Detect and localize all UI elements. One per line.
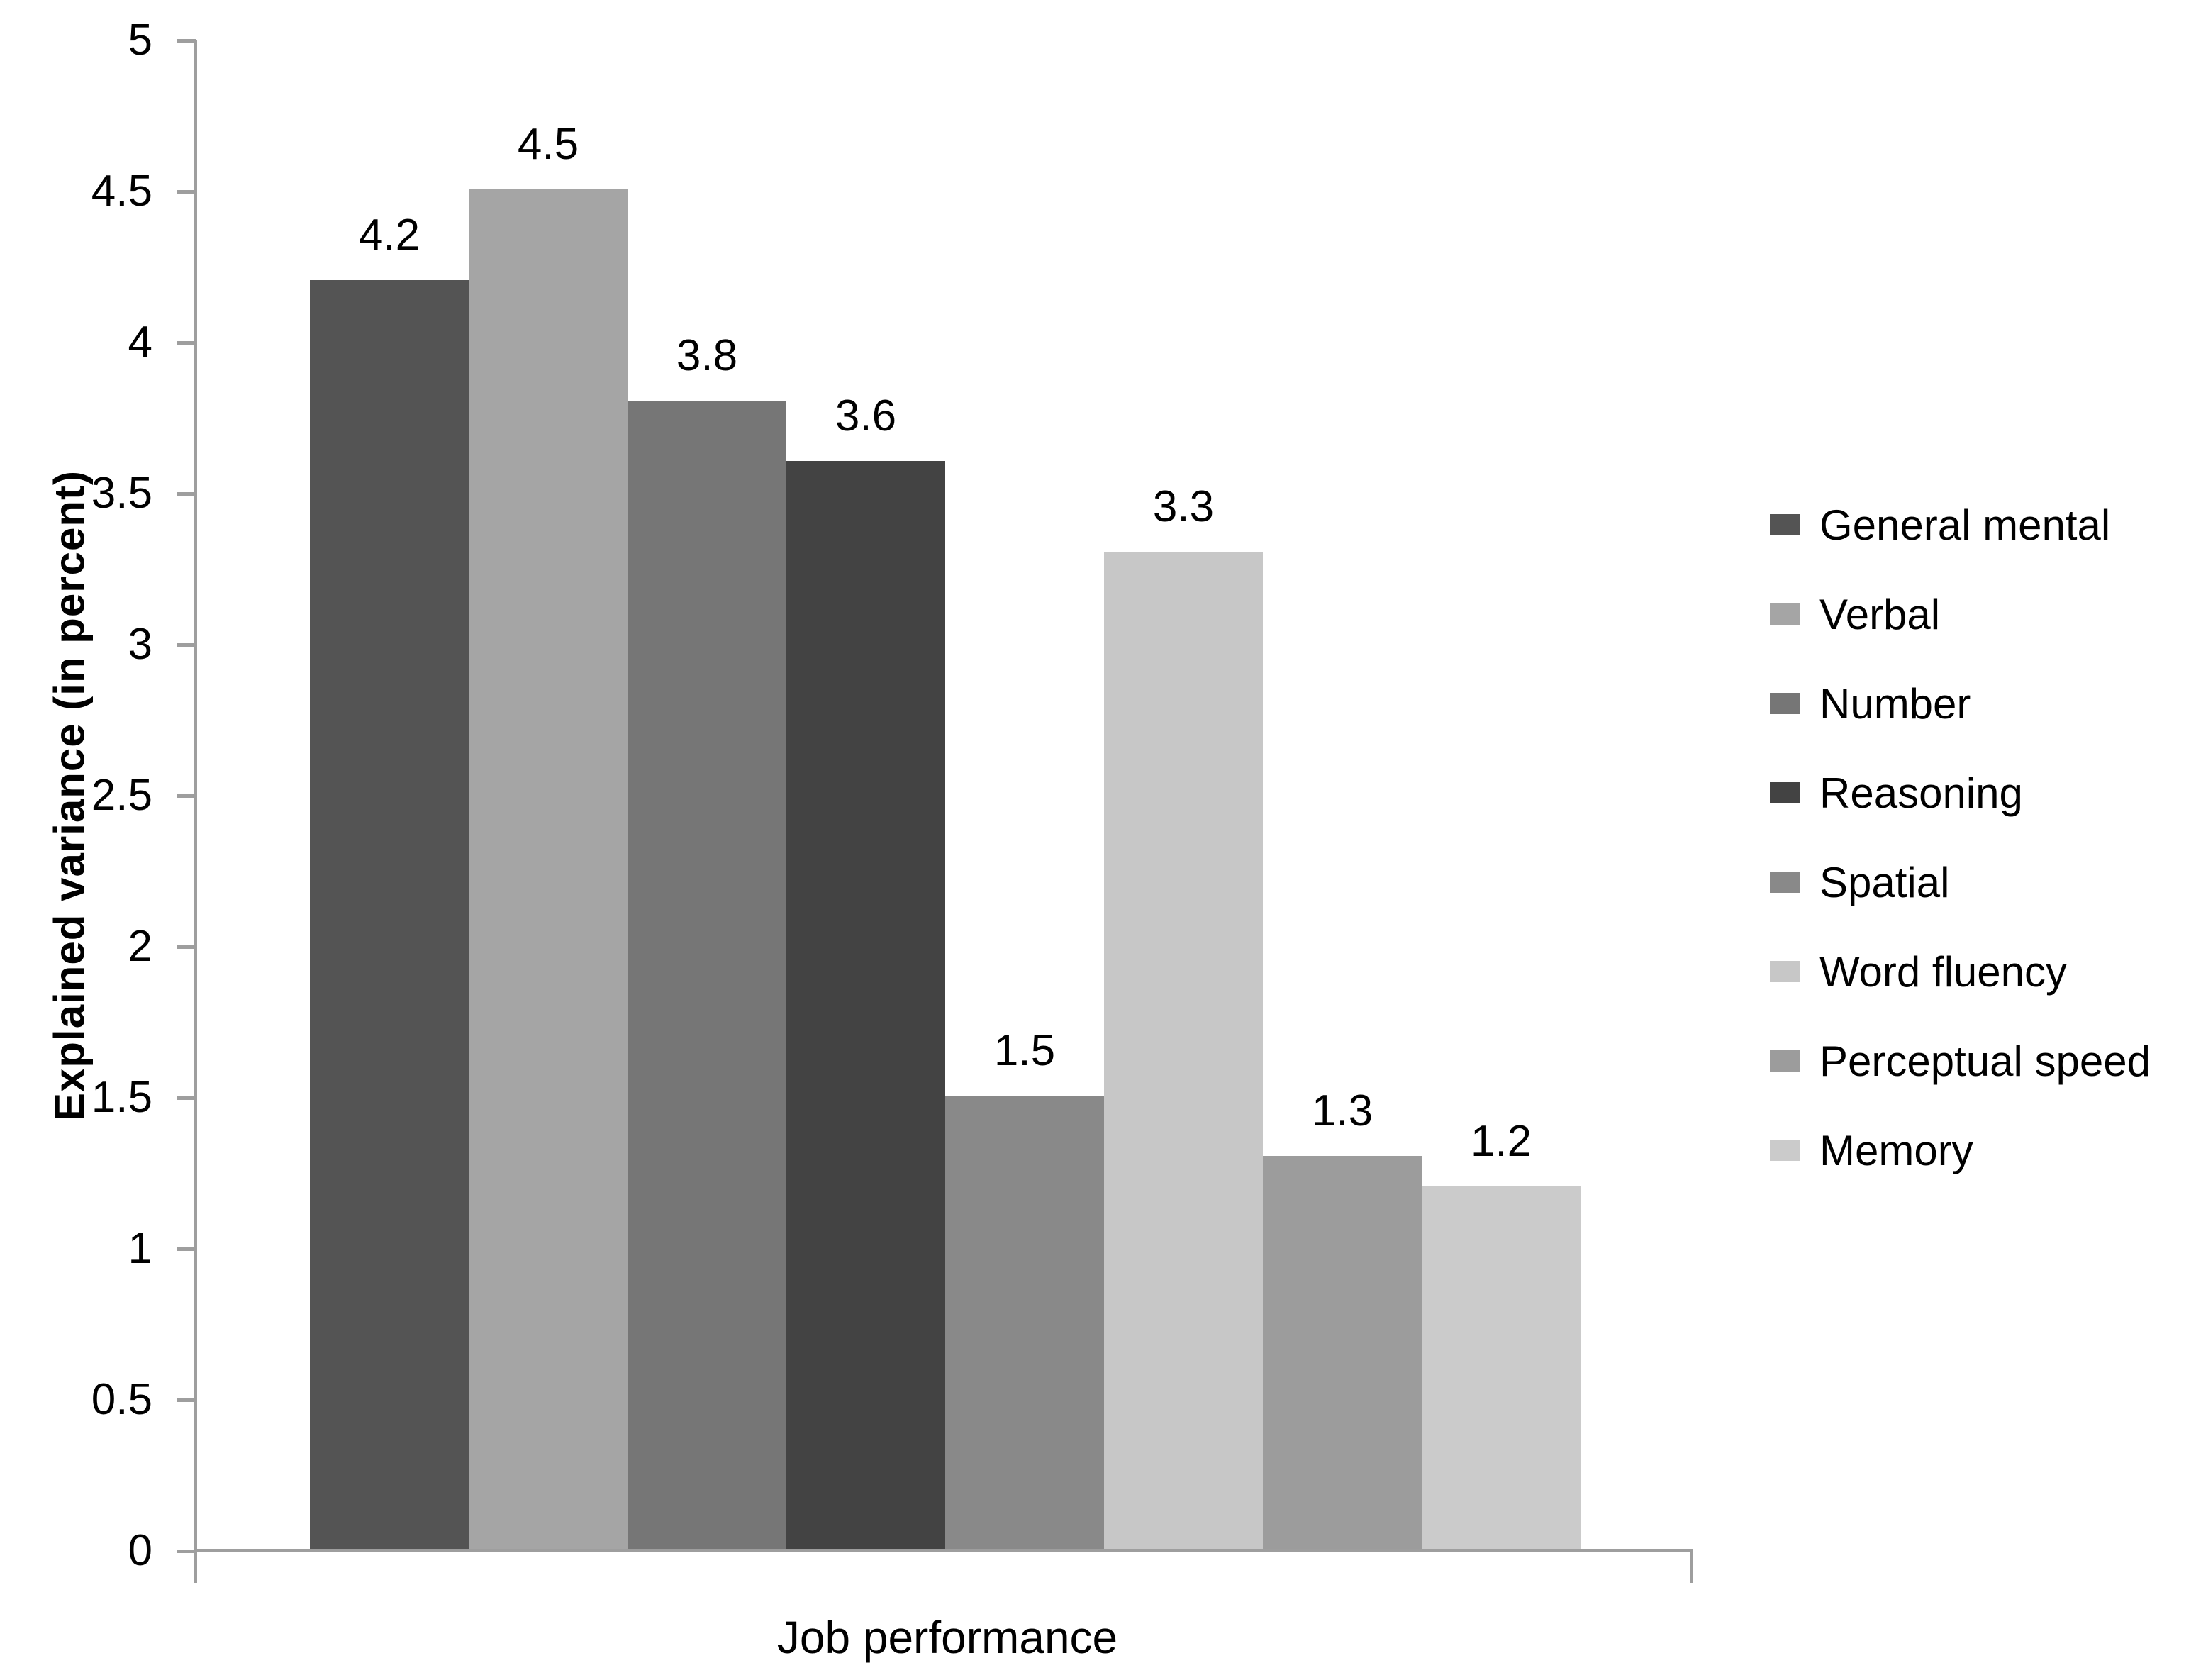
y-axis-tick [177, 643, 196, 647]
y-axis-tick-label: 5 [128, 16, 152, 65]
legend-swatch-icon [1770, 782, 1800, 803]
legend-label: General mental [1819, 501, 2111, 549]
y-axis-tick [177, 1550, 196, 1553]
legend: General mental Verbal Number Reasoning Spati… [1770, 480, 2151, 1195]
y-axis-tick [177, 492, 196, 496]
bar-value-label: 4.2 [358, 210, 420, 260]
legend-label: Spatial [1819, 858, 1950, 906]
bar-value-label: 1.5 [993, 1026, 1056, 1075]
legend-label: Word fluency [1819, 947, 2068, 996]
y-axis-tick [177, 1398, 196, 1402]
legend-item-spatial: Spatial [1770, 838, 2151, 927]
y-axis-tick [177, 39, 196, 43]
bar-general-mental [310, 279, 469, 1549]
bar-word-fluency [1104, 552, 1263, 1549]
legend-label: Reasoning [1819, 769, 2023, 817]
x-axis-title: Job performance [776, 1612, 1118, 1663]
legend-swatch-icon [1770, 872, 1800, 893]
bar-perceptual-speed [1263, 1156, 1422, 1549]
y-axis-tick-label: 1 [128, 1224, 152, 1273]
bar-spatial [945, 1096, 1104, 1549]
legend-swatch-icon [1770, 693, 1800, 714]
y-axis-tick [177, 945, 196, 949]
legend-item-memory: Memory [1770, 1106, 2151, 1195]
bar-value-label: 1.3 [1311, 1086, 1373, 1136]
y-axis-tick-label: 0 [128, 1526, 152, 1575]
bar-verbal [469, 189, 628, 1549]
y-axis-tick [177, 1096, 196, 1100]
bar-value-label: 3.3 [1152, 482, 1215, 532]
legend-item-word-fluency: Word fluency [1770, 927, 2151, 1016]
bar-value-label: 3.8 [676, 331, 738, 381]
legend-item-perceptual-speed: Perceptual speed [1770, 1016, 2151, 1106]
legend-item-reasoning: Reasoning [1770, 748, 2151, 838]
y-axis-tick-label: 2.5 [91, 771, 152, 820]
y-axis-tick-label: 3 [128, 620, 152, 669]
legend-swatch-icon [1770, 1050, 1800, 1072]
y-axis-tick [177, 1247, 196, 1251]
legend-item-number: Number [1770, 659, 2151, 748]
legend-swatch-icon [1770, 603, 1800, 625]
y-axis-tick [177, 190, 196, 194]
y-axis-tick-label: 4 [128, 318, 152, 367]
legend-label: Perceptual speed [1819, 1037, 2151, 1085]
y-axis-tick-label: 3.5 [91, 469, 152, 518]
legend-swatch-icon [1770, 961, 1800, 982]
bar-value-label: 4.5 [517, 120, 579, 169]
y-axis-tick-label: 4.5 [91, 167, 152, 216]
x-axis-end-tick [1690, 1549, 1693, 1583]
bar-value-label: 1.2 [1470, 1116, 1532, 1166]
bar-value-label: 3.6 [835, 391, 897, 441]
y-axis-tick [177, 341, 196, 345]
legend-item-general-mental: General mental [1770, 480, 2151, 569]
y-axis-tick-label: 1.5 [91, 1073, 152, 1122]
legend-swatch-icon [1770, 1140, 1800, 1161]
legend-label: Memory [1819, 1126, 1973, 1174]
legend-label: Verbal [1819, 590, 1941, 638]
y-axis-tick-label: 2 [128, 922, 152, 971]
y-axis-tick [177, 794, 196, 798]
legend-label: Number [1819, 679, 1971, 728]
y-axis-tick-label: 0.5 [91, 1375, 152, 1424]
x-axis-line [194, 1549, 1693, 1552]
bar-reasoning [786, 461, 945, 1549]
legend-swatch-icon [1770, 514, 1800, 535]
bar-memory [1422, 1186, 1581, 1549]
legend-item-verbal: Verbal [1770, 569, 2151, 659]
y-axis-line [194, 40, 197, 1583]
bar-number [628, 401, 786, 1549]
